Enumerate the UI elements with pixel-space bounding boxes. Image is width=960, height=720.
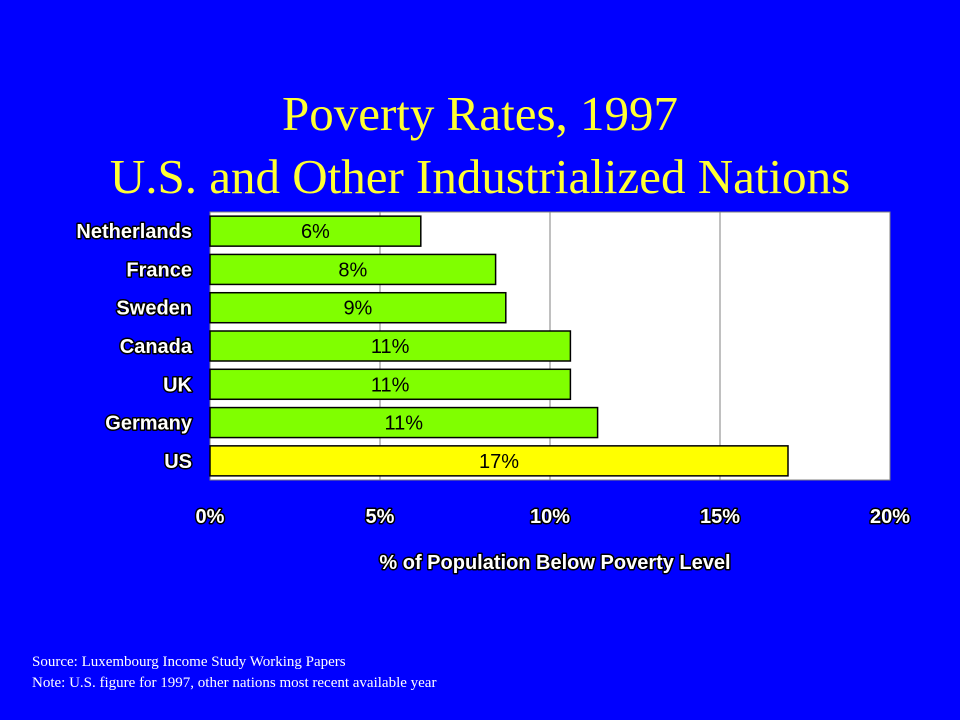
x-tick-label: 5% <box>366 506 395 528</box>
data-label: 9% <box>343 298 372 320</box>
slide-title: Poverty Rates, 1997 U.S. and Other Indus… <box>0 82 960 208</box>
bar <box>209 215 422 247</box>
source-note: Source: Luxembourg Income Study Working … <box>32 654 346 670</box>
x-tick-label: 15% <box>700 506 740 528</box>
bar <box>209 406 599 439</box>
category-label: France <box>126 259 192 281</box>
bar <box>209 291 507 324</box>
bar <box>209 445 789 477</box>
x-tick-label: 10% <box>530 506 570 528</box>
footnote: Note: U.S. figure for 1997, other nation… <box>32 675 437 691</box>
bar <box>209 330 572 362</box>
category-label: Netherlands <box>76 221 192 243</box>
x-tick-label: 0% <box>196 506 225 528</box>
category-label: UK <box>163 374 192 396</box>
x-axis-label: % of Population Below Poverty Level <box>379 552 730 574</box>
bar <box>209 368 572 401</box>
category-label: Germany <box>105 413 193 435</box>
data-label: 11% <box>385 413 424 435</box>
category-label: Canada <box>120 336 193 358</box>
title-line-1: Poverty Rates, 1997 <box>281 86 679 141</box>
footnotes: Source: Luxembourg Income Study Working … <box>32 652 436 694</box>
data-label: 6% <box>301 221 330 243</box>
category-label: US <box>164 451 192 473</box>
data-label: 8% <box>338 259 367 281</box>
data-label: 17% <box>479 451 519 473</box>
bar <box>209 253 497 286</box>
category-label: Sweden <box>116 298 192 320</box>
x-tick-label: 20% <box>870 506 910 528</box>
data-label: 11% <box>371 374 410 396</box>
title-line-2: U.S. and Other Industrialized Nations <box>109 149 851 204</box>
data-label: 11% <box>371 336 410 358</box>
